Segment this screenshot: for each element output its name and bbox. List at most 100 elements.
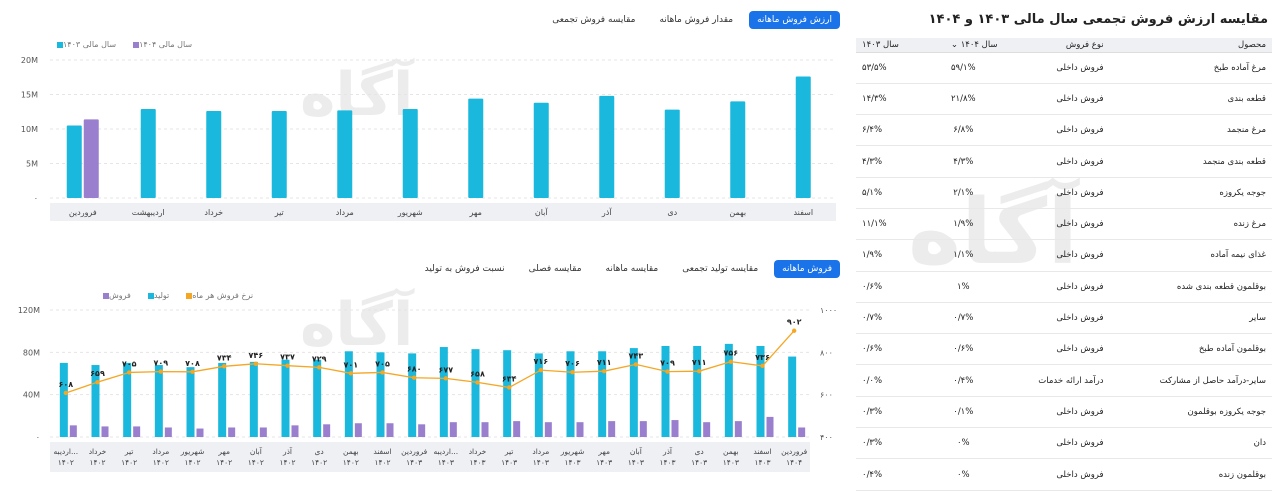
cell-sale-type: فروش داخلی: [1003, 239, 1110, 272]
cell-product: سایر-درآمد حاصل از مشارکت: [1109, 364, 1272, 397]
table-row[interactable]: جوجه یکروزه فروش داخلی ۲/۱% ۵/۱%: [856, 177, 1272, 209]
cell-1404: ۱/۹%: [923, 208, 1004, 241]
table-row[interactable]: مرغ زنده فروش داخلی ۱/۹% ۱۱/۱%: [856, 208, 1272, 241]
tab-monthly-sales[interactable]: فروش ماهانه: [774, 260, 840, 278]
bar-sales: [639, 421, 647, 437]
bar-sales: [703, 422, 711, 437]
legend-sales[interactable]: فروش: [100, 291, 131, 300]
table-row[interactable]: جوجه یکروزه بوقلمون فروش داخلی ۰/۱% ۰/۳%: [856, 396, 1272, 429]
table-row[interactable]: قطعه بندی منجمد فروش داخلی ۴/۳% ۴/۳%: [856, 145, 1272, 178]
legend-production[interactable]: تولید: [145, 291, 169, 300]
cell-1404: ۰/۷%: [923, 302, 1004, 335]
bar-sales: [323, 424, 331, 437]
bar-sales: [164, 427, 172, 437]
bar-1403: [599, 95, 615, 198]
tab-monthly-quantity[interactable]: مقدار فروش ماهانه: [659, 15, 734, 25]
table-row[interactable]: بوقلمون آماده طبخ فروش داخلی ۰/۶% ۰/۶%: [856, 333, 1272, 366]
bar-sales: [608, 421, 616, 437]
table-row[interactable]: بوقلمون قطعه بندی شده فروش داخلی ۱% ۰/۶%: [856, 271, 1272, 303]
cell-1403: ۵۳/۵%: [856, 52, 924, 84]
bar-sales: [734, 421, 742, 437]
cell-product: بوقلمون آماده طبخ: [1109, 333, 1272, 366]
rate-label: ۶۵۹: [90, 369, 105, 378]
bar-1403: [533, 102, 549, 198]
table-row[interactable]: قطعه بندی فروش داخلی ۲۱/۸% ۱۴/۳%: [856, 83, 1272, 116]
bar-production: [408, 353, 417, 437]
bar-production: [91, 365, 100, 437]
cell-sale-type: فروش داخلی: [1003, 52, 1110, 84]
bar-sales: [133, 426, 141, 437]
cell-product: غذای نیمه آماده: [1109, 239, 1272, 272]
header-1404-label: سال ۱۴۰۴: [960, 39, 998, 50]
cell-1404: ۴/۳%: [923, 145, 1004, 178]
legend-1404[interactable]: سال مالی ۱۴۰۴: [130, 40, 192, 49]
cell-1403: ۱۴/۳%: [856, 83, 924, 116]
cell-1403: ۵/۱%: [856, 177, 924, 209]
cell-1404: ۵۹/۱%: [923, 52, 1004, 84]
tab-cumulative-sales[interactable]: مقایسه فروش تجمعی: [552, 15, 636, 25]
bar-sales: [101, 426, 109, 437]
x-tick-label: اسفند: [793, 208, 813, 217]
x-tick-year: ۱۴۰۳: [628, 458, 644, 467]
rate-point: [538, 367, 544, 373]
rate-label: ۷۰۵: [375, 359, 390, 368]
legend-1403[interactable]: سال مالی ۱۴۰۳: [54, 40, 116, 49]
bar-sales: [513, 421, 521, 437]
cell-1404: ۰/۴%: [923, 364, 1004, 397]
tab-cumulative-production[interactable]: مقایسه تولید تجمعی: [682, 264, 759, 274]
bar-production: [313, 359, 322, 437]
bar-1403: [730, 101, 746, 198]
x-tick-label: دی: [315, 447, 324, 456]
x-tick-year: ۱۴۰۳: [691, 458, 707, 467]
legend-1403-label: سال مالی ۱۴۰۳: [63, 40, 117, 49]
header-1404[interactable]: سال ۱۴۰۴ ⌄: [923, 38, 1004, 53]
x-tick-year: ۱۴۰۳: [659, 458, 675, 467]
x-tick-label: مهر: [597, 447, 610, 456]
x-tick-label: خرداد: [204, 208, 223, 217]
cell-1404: ۲۱/۸%: [923, 83, 1004, 116]
cell-1403: ۱۱/۱%: [856, 208, 924, 241]
x-tick-label: تیر: [274, 208, 284, 217]
cell-1403: ۶/۴%: [856, 114, 924, 147]
tab-sales-production-ratio[interactable]: نسبت فروش به تولید: [424, 264, 505, 274]
rate-point: [126, 370, 132, 375]
bar-sales: [196, 428, 204, 437]
legend-rate[interactable]: نرخ فروش هر ماه: [183, 291, 253, 300]
table-header-row: محصول نوع فروش سال ۱۴۰۴ ⌄ سال ۱۴۰۳: [856, 38, 1272, 53]
bar-1403: [66, 125, 82, 198]
y-tick-label: 20M: [21, 56, 38, 65]
cell-1404: ۰/۶%: [923, 333, 1004, 366]
tab-seasonal[interactable]: مقایسه فصلی: [528, 264, 582, 274]
table-row[interactable]: سایر-درآمد حاصل از مشارکت درآمد ارائه خدم…: [856, 364, 1272, 397]
x-tick-label: دی: [667, 208, 677, 217]
header-1403[interactable]: سال ۱۴۰۳: [856, 38, 924, 53]
x-tick-year: ۱۴۰۲: [153, 458, 169, 467]
table-row[interactable]: مرغ منجمد فروش داخلی ۶/۸% ۶/۴%: [856, 114, 1272, 147]
tab-monthly-compare[interactable]: مقایسه ماهانه: [605, 264, 659, 274]
cell-1404: ۰%: [923, 458, 1004, 491]
legend-sales-label: فروش: [109, 291, 131, 300]
table-row[interactable]: مرغ آماده طبخ فروش داخلی ۵۹/۱% ۵۳/۵%: [856, 52, 1272, 84]
x-tick-year: ۱۴۰۳: [754, 458, 770, 467]
tab-monthly-value[interactable]: ارزش فروش ماهانه: [749, 11, 840, 29]
x-tick-label: آبان: [535, 207, 549, 217]
table-row[interactable]: غذای نیمه آماده فروش داخلی ۱/۱% ۱/۹%: [856, 239, 1272, 272]
x-tick-label: اردیبه...: [54, 447, 79, 456]
cell-sale-type: فروش داخلی: [1003, 208, 1110, 241]
x-tick-label: اردیبه...: [434, 447, 459, 456]
y2-tick-label: ۱۰۰۰: [820, 306, 837, 315]
x-tick-year: ۱۴۰۴: [786, 458, 802, 467]
table-row[interactable]: بوقلمون زنده فروش داخلی ۰% ۰/۴%: [856, 458, 1272, 491]
page-title: مقایسه ارزش فروش تجمعی سال مالی ۱۴۰۳ و ۱…: [928, 12, 1268, 27]
rate-point: [158, 369, 164, 374]
header-product[interactable]: محصول: [1109, 38, 1272, 53]
cell-1404: ۰/۱%: [923, 396, 1004, 429]
chart2-legend: فروش تولید نرخ فروش هر ماه: [100, 291, 253, 300]
table-row[interactable]: سایر فروش داخلی ۰/۷% ۰/۷%: [856, 302, 1272, 335]
sort-chevron-icon[interactable]: ⌄: [950, 39, 958, 50]
table-row[interactable]: دان فروش داخلی ۰% ۰/۳%: [856, 427, 1272, 460]
header-sale-type[interactable]: نوع فروش: [1003, 38, 1110, 53]
cell-product: مرغ آماده طبخ: [1109, 52, 1272, 84]
rate-point: [411, 375, 417, 380]
cell-sale-type: درآمد ارائه خدمات: [1003, 364, 1110, 397]
